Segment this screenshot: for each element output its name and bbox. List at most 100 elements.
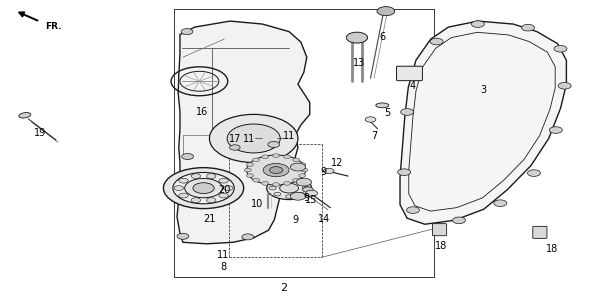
Text: 19: 19 bbox=[34, 128, 46, 138]
Text: 11: 11 bbox=[217, 250, 229, 260]
Circle shape bbox=[274, 180, 281, 184]
Text: 12: 12 bbox=[332, 158, 343, 168]
Circle shape bbox=[306, 190, 317, 196]
Circle shape bbox=[253, 178, 260, 182]
Text: 11: 11 bbox=[243, 134, 255, 144]
Ellipse shape bbox=[19, 113, 31, 118]
Circle shape bbox=[185, 178, 222, 198]
Text: 9: 9 bbox=[304, 193, 310, 203]
Text: 9: 9 bbox=[320, 167, 326, 177]
Circle shape bbox=[407, 207, 419, 213]
Circle shape bbox=[270, 167, 283, 173]
FancyBboxPatch shape bbox=[432, 224, 447, 236]
Ellipse shape bbox=[209, 114, 298, 163]
Circle shape bbox=[247, 174, 254, 177]
Circle shape bbox=[179, 193, 188, 198]
Circle shape bbox=[290, 192, 306, 200]
Circle shape bbox=[286, 195, 293, 198]
Circle shape bbox=[494, 200, 507, 206]
FancyBboxPatch shape bbox=[396, 66, 422, 81]
Text: 3: 3 bbox=[481, 85, 487, 95]
Text: 5: 5 bbox=[384, 108, 390, 118]
Circle shape bbox=[302, 186, 309, 190]
Circle shape bbox=[377, 7, 395, 16]
Circle shape bbox=[181, 29, 193, 35]
Circle shape bbox=[267, 177, 312, 200]
Circle shape bbox=[286, 178, 293, 182]
Circle shape bbox=[273, 154, 280, 157]
Circle shape bbox=[323, 168, 334, 174]
Circle shape bbox=[299, 174, 306, 177]
Circle shape bbox=[219, 178, 228, 183]
Circle shape bbox=[273, 183, 280, 186]
Text: 7: 7 bbox=[371, 131, 377, 141]
Circle shape bbox=[174, 186, 183, 191]
Circle shape bbox=[163, 168, 244, 209]
Circle shape bbox=[346, 32, 368, 43]
Circle shape bbox=[263, 163, 289, 177]
Circle shape bbox=[262, 155, 269, 159]
Circle shape bbox=[471, 21, 484, 27]
Circle shape bbox=[179, 178, 188, 183]
Circle shape bbox=[247, 163, 254, 166]
Text: FR.: FR. bbox=[45, 22, 61, 31]
Ellipse shape bbox=[227, 124, 280, 153]
Circle shape bbox=[173, 172, 234, 204]
Text: 10: 10 bbox=[251, 199, 263, 209]
Circle shape bbox=[283, 155, 290, 159]
Text: 15: 15 bbox=[305, 195, 317, 205]
Text: 14: 14 bbox=[319, 214, 330, 224]
Circle shape bbox=[182, 154, 194, 160]
Circle shape bbox=[219, 193, 228, 198]
Circle shape bbox=[177, 233, 189, 239]
Polygon shape bbox=[400, 21, 566, 224]
Circle shape bbox=[230, 145, 240, 150]
Circle shape bbox=[191, 198, 201, 203]
Circle shape bbox=[301, 168, 308, 172]
Circle shape bbox=[224, 186, 233, 191]
Circle shape bbox=[453, 217, 466, 224]
Circle shape bbox=[558, 82, 571, 89]
Text: 11: 11 bbox=[283, 131, 295, 141]
Text: 18: 18 bbox=[546, 244, 558, 254]
Circle shape bbox=[303, 187, 313, 192]
Circle shape bbox=[401, 109, 414, 115]
Circle shape bbox=[293, 158, 300, 162]
Circle shape bbox=[269, 186, 276, 190]
Circle shape bbox=[549, 127, 562, 133]
Circle shape bbox=[191, 174, 201, 178]
Text: 18: 18 bbox=[435, 241, 447, 251]
Text: 21: 21 bbox=[204, 214, 215, 224]
Circle shape bbox=[206, 198, 216, 203]
Text: 6: 6 bbox=[379, 32, 385, 42]
Text: 9: 9 bbox=[292, 215, 298, 225]
Text: 20: 20 bbox=[218, 185, 230, 195]
Circle shape bbox=[244, 168, 251, 172]
Circle shape bbox=[268, 141, 280, 147]
Circle shape bbox=[430, 38, 443, 45]
Circle shape bbox=[293, 178, 300, 182]
Circle shape bbox=[242, 234, 254, 240]
FancyBboxPatch shape bbox=[533, 226, 547, 238]
Circle shape bbox=[299, 163, 306, 166]
Text: 2: 2 bbox=[280, 283, 287, 293]
Circle shape bbox=[296, 178, 312, 186]
Circle shape bbox=[554, 45, 567, 52]
Circle shape bbox=[262, 182, 269, 185]
Ellipse shape bbox=[376, 103, 389, 108]
Text: 4: 4 bbox=[410, 81, 416, 91]
Circle shape bbox=[297, 192, 304, 196]
Circle shape bbox=[527, 170, 540, 176]
Circle shape bbox=[283, 182, 290, 185]
Text: 17: 17 bbox=[229, 134, 241, 144]
Circle shape bbox=[206, 174, 216, 178]
Circle shape bbox=[365, 117, 376, 122]
Circle shape bbox=[274, 192, 281, 196]
Circle shape bbox=[398, 169, 411, 175]
Circle shape bbox=[297, 180, 304, 184]
Text: 8: 8 bbox=[220, 262, 226, 272]
Circle shape bbox=[280, 183, 299, 193]
Circle shape bbox=[247, 155, 306, 185]
Circle shape bbox=[290, 163, 306, 171]
Text: 16: 16 bbox=[196, 107, 208, 117]
